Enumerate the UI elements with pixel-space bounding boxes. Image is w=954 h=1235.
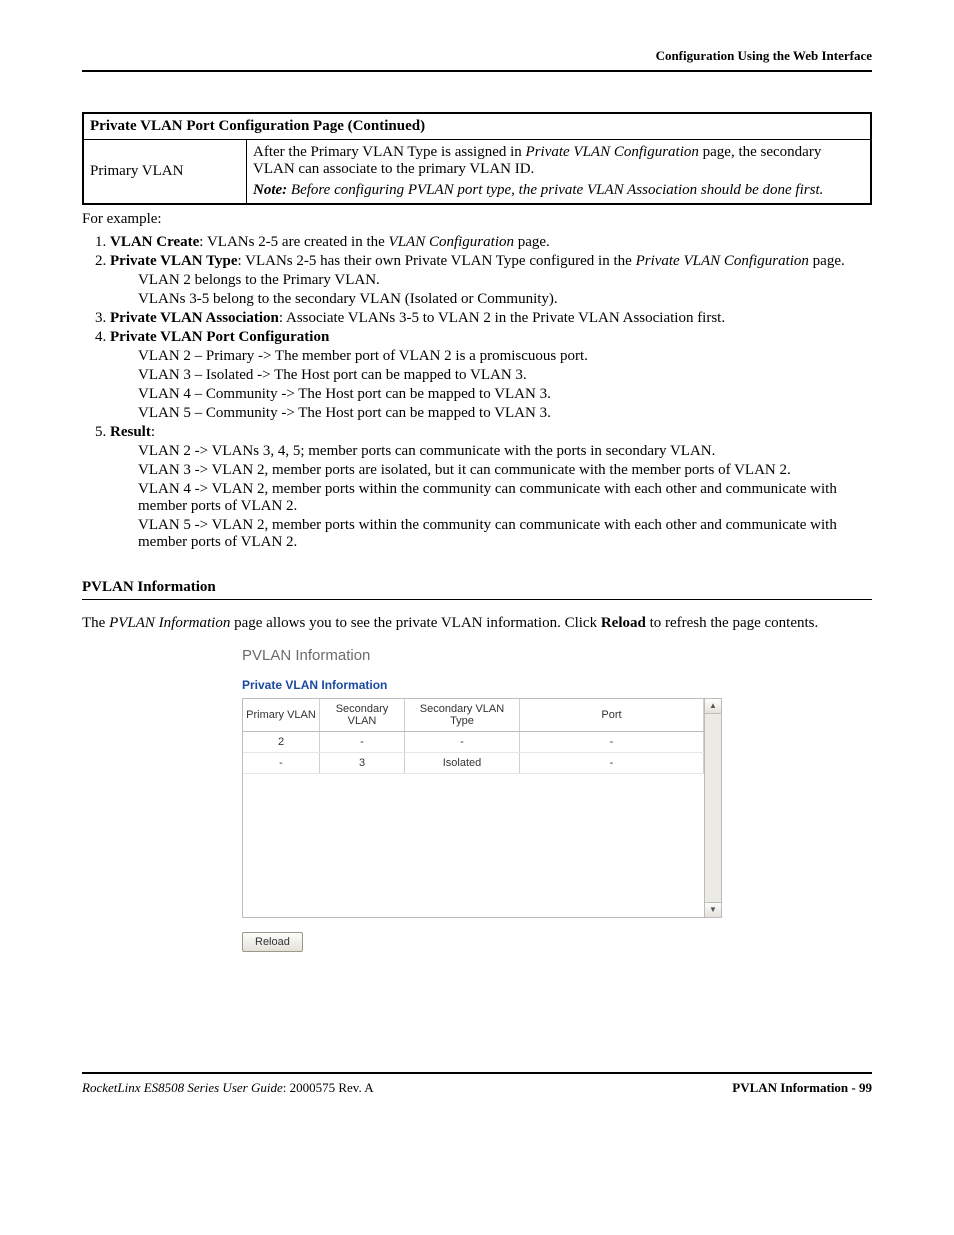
cell: Isolated (405, 753, 520, 774)
col-header: Secondary VLAN Type (405, 699, 520, 732)
sub-line: VLAN 5 -> VLAN 2, member ports within th… (138, 517, 872, 551)
footer-left: RocketLinx ES8508 Series User Guide: 200… (82, 1080, 374, 1096)
sub-line: VLAN 4 -> VLAN 2, member ports within th… (138, 481, 872, 515)
cell: - (243, 753, 320, 774)
cell: 2 (243, 732, 320, 753)
note-label: Note: (253, 182, 287, 198)
intro-text: page allows you to see the private VLAN … (230, 615, 600, 631)
item-em: Private VLAN Configuration (636, 253, 809, 269)
pvlan-info-area: Primary VLAN Secondary VLAN Secondary VL… (242, 698, 722, 918)
page-header: Configuration Using the Web Interface (82, 48, 872, 72)
item-text: : VLANs 2-5 are created in the (199, 234, 388, 250)
cell: - (405, 732, 520, 753)
col-header: Port (520, 699, 704, 732)
item-text: : Associate VLANs 3-5 to VLAN 2 in the P… (279, 310, 725, 326)
item-text: page. (514, 234, 550, 250)
example-list: VLAN Create: VLANs 2-5 are created in th… (82, 234, 872, 551)
config-table-title: Private VLAN Port Configuration Page (Co… (83, 113, 871, 140)
list-item: Private VLAN Type: VLANs 2-5 has their o… (110, 253, 872, 308)
table-row: - 3 Isolated - (243, 753, 704, 774)
pvlan-panel-subtitle: Private VLAN Information (242, 678, 722, 692)
col-header: Primary VLAN (243, 699, 320, 732)
for-example: For example: (82, 211, 872, 228)
cell: - (520, 753, 704, 774)
table-header-row: Primary VLAN Secondary VLAN Secondary VL… (243, 699, 704, 732)
scroll-up-icon[interactable]: ▲ (705, 699, 721, 714)
sub-line: VLANs 3-5 belong to the secondary VLAN (… (138, 291, 872, 308)
list-item: Result: VLAN 2 -> VLANs 3, 4, 5; member … (110, 424, 872, 551)
reload-button[interactable]: Reload (242, 932, 303, 952)
section-intro: The PVLAN Information page allows you to… (82, 615, 872, 632)
note-line: Note: Before configuring PVLAN port type… (253, 182, 864, 199)
cell: - (520, 732, 704, 753)
pvlan-panel: PVLAN Information Private VLAN Informati… (242, 647, 722, 952)
pvlan-info-table: Primary VLAN Secondary VLAN Secondary VL… (243, 699, 704, 774)
config-row-desc: After the Primary VLAN Type is assigned … (247, 140, 872, 205)
page-footer: RocketLinx ES8508 Series User Guide: 200… (82, 1072, 872, 1096)
sub-line: VLAN 2 -> VLANs 3, 4, 5; member ports ca… (138, 443, 872, 460)
item-bold: Private VLAN Association (110, 310, 279, 326)
sub-line: VLAN 3 -> VLAN 2, member ports are isola… (138, 462, 872, 479)
note-body: Before configuring PVLAN port type, the … (287, 182, 823, 198)
footer-revision: : 2000575 Rev. A (283, 1080, 374, 1095)
list-item: Private VLAN Port Configuration VLAN 2 –… (110, 329, 872, 422)
intro-text: The (82, 615, 109, 631)
desc-em: Private VLAN Configuration (526, 144, 699, 160)
item-bold: VLAN Create (110, 234, 199, 250)
sub-line: VLAN 5 – Community -> The Host port can … (138, 405, 872, 422)
footer-right: PVLAN Information - 99 (732, 1080, 872, 1096)
pvlan-table-wrap: Primary VLAN Secondary VLAN Secondary VL… (242, 698, 704, 918)
desc-text: After the Primary VLAN Type is assigned … (253, 144, 526, 160)
table-row: 2 - - - (243, 732, 704, 753)
sub-line: VLAN 2 – Primary -> The member port of V… (138, 348, 872, 365)
item-bold: Private VLAN Type (110, 253, 238, 269)
section-heading: PVLAN Information (82, 579, 872, 600)
intro-text: to refresh the page contents. (646, 615, 818, 631)
sub-line: VLAN 4 – Community -> The Host port can … (138, 386, 872, 403)
item-em: VLAN Configuration (389, 234, 514, 250)
config-table: Private VLAN Port Configuration Page (Co… (82, 112, 872, 205)
item-bold: Private VLAN Port Configuration (110, 329, 329, 345)
cell: - (320, 732, 405, 753)
intro-bold: Reload (601, 615, 646, 631)
list-item: Private VLAN Association: Associate VLAN… (110, 310, 872, 327)
footer-guide-title: RocketLinx ES8508 Series User Guide (82, 1080, 283, 1095)
scroll-down-icon[interactable]: ▼ (705, 902, 721, 917)
col-header: Secondary VLAN (320, 699, 405, 732)
list-item: VLAN Create: VLANs 2-5 are created in th… (110, 234, 872, 251)
vertical-scrollbar[interactable]: ▲ ▼ (704, 698, 722, 918)
item-bold: Result (110, 424, 151, 440)
item-text: : (151, 424, 155, 440)
intro-em: PVLAN Information (109, 615, 230, 631)
config-row-label: Primary VLAN (83, 140, 247, 205)
cell: 3 (320, 753, 405, 774)
pvlan-panel-title: PVLAN Information (242, 647, 722, 664)
sub-line: VLAN 3 – Isolated -> The Host port can b… (138, 367, 872, 384)
sub-line: VLAN 2 belongs to the Primary VLAN. (138, 272, 872, 289)
item-text: : VLANs 2-5 has their own Private VLAN T… (238, 253, 636, 269)
item-text: page. (809, 253, 845, 269)
